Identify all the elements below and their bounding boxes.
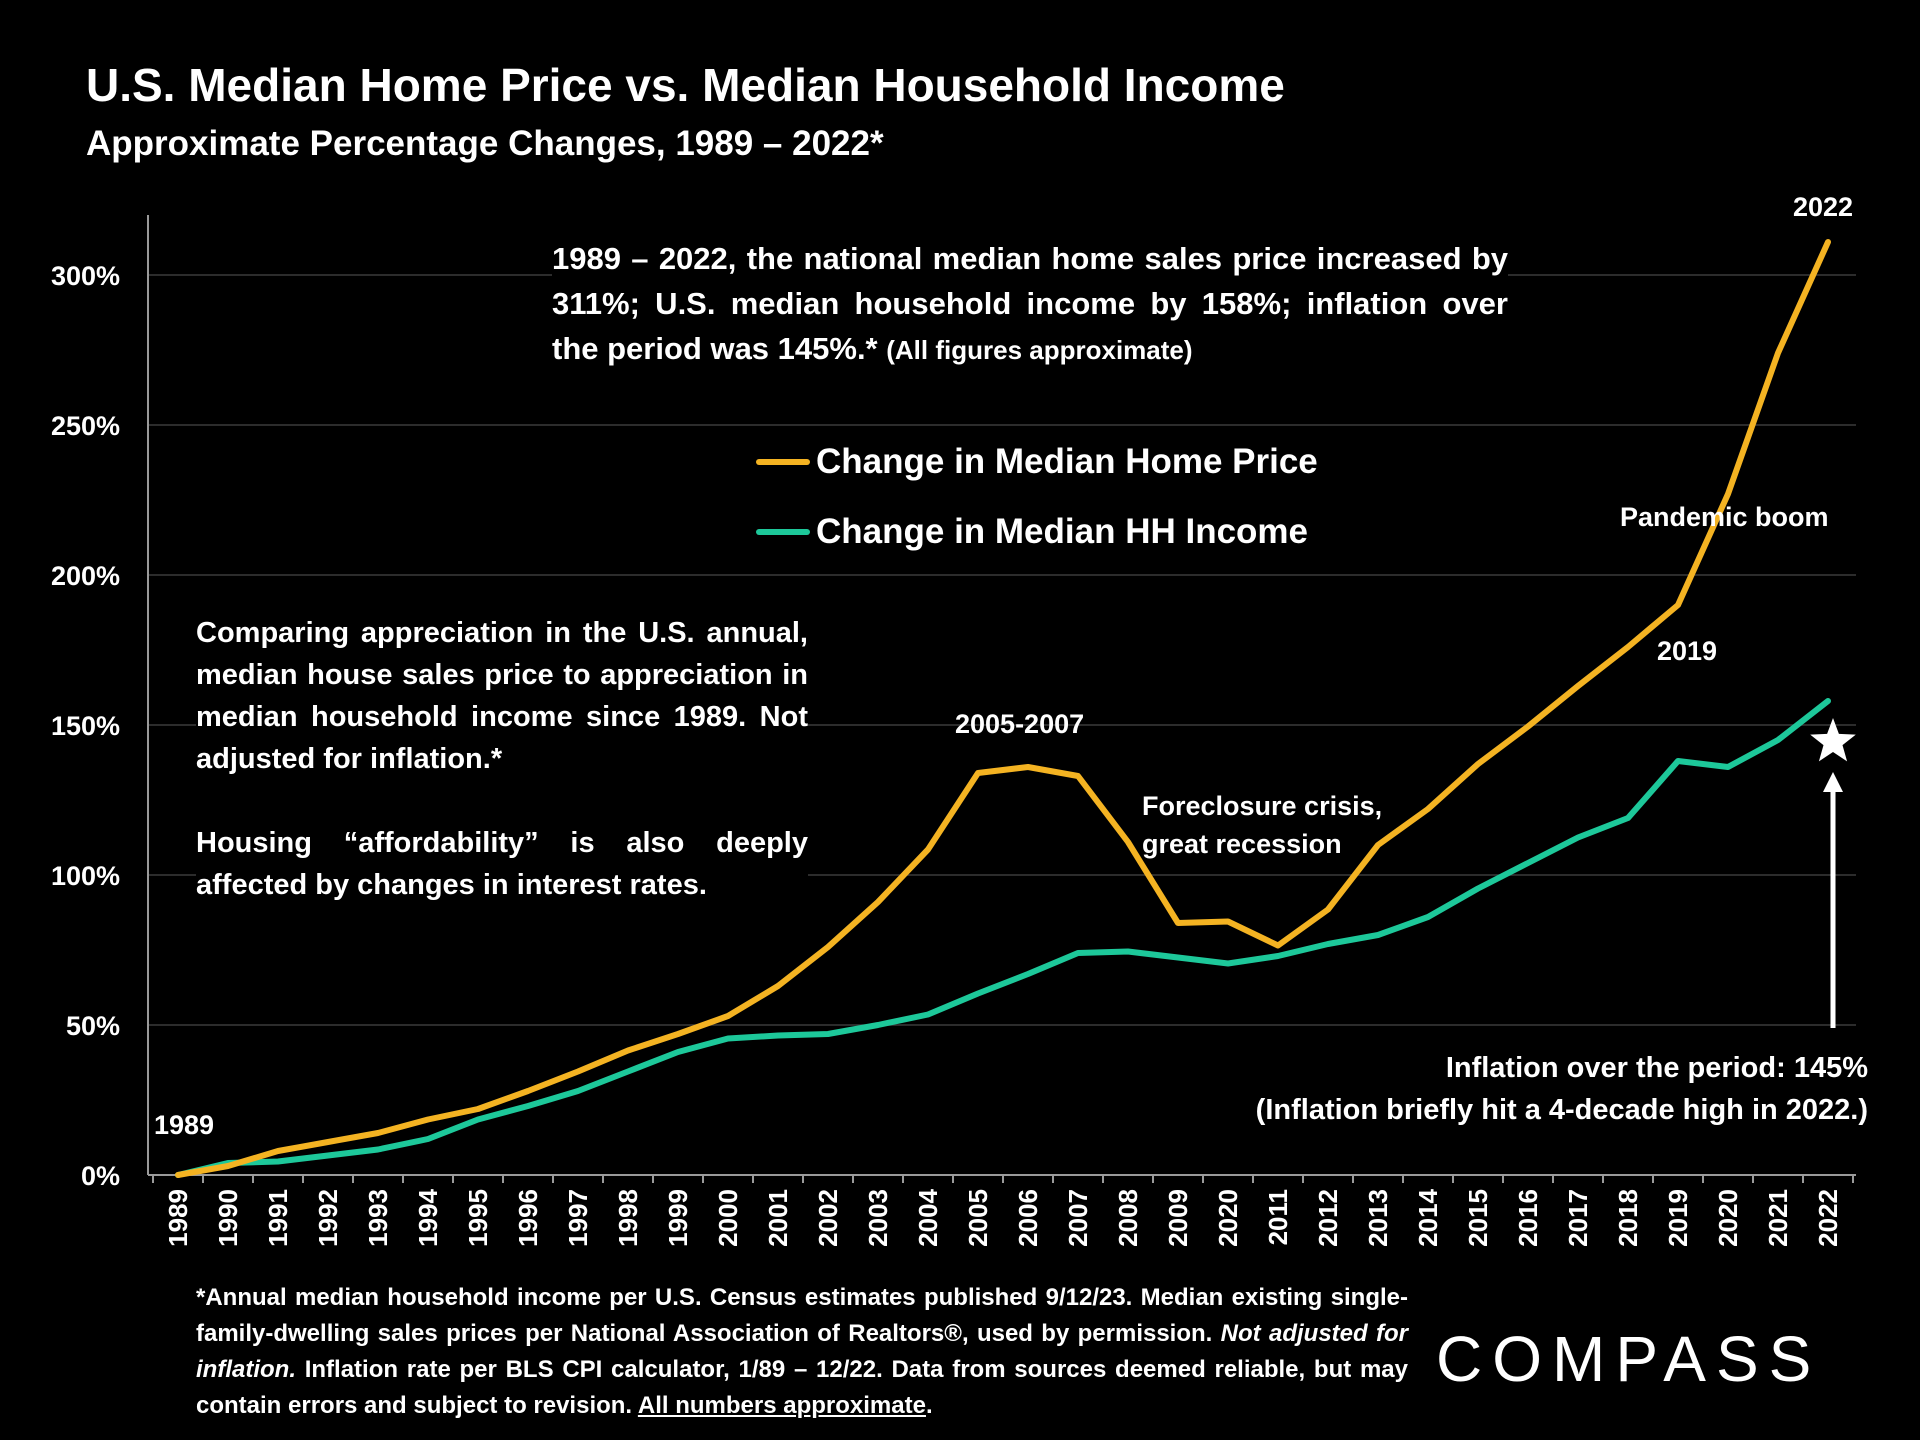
legend-swatch-home-price (756, 459, 810, 465)
x-tick-label: 2009 (1163, 1189, 1193, 1247)
x-tick-label: 2006 (1013, 1189, 1043, 1247)
x-tick-label: 1997 (563, 1189, 593, 1247)
legend-item-income: Change in Median HH Income (756, 512, 1308, 552)
y-tick-label: 100% (51, 861, 120, 891)
x-tick-label: 2016 (1513, 1189, 1543, 1247)
x-tick-label: 1989 (163, 1189, 193, 1247)
x-tick-label: 2001 (763, 1189, 793, 1247)
x-tick-label: 2011 (1263, 1189, 1293, 1245)
inflation-line-2: (Inflation briefly hit a 4-decade high i… (1255, 1094, 1868, 1126)
x-tick-label: 1993 (363, 1189, 393, 1247)
annotation-2019: 2019 (1657, 636, 1718, 666)
y-tick-label: 150% (51, 711, 120, 741)
x-tick-label: 1992 (313, 1189, 343, 1247)
x-tick-label: 1998 (613, 1189, 643, 1247)
annotation-1989: 1989 (154, 1110, 215, 1140)
axes: 0% 50% 100% 150% 200% 250% 300% 1989 1990 1991 199… (51, 215, 1856, 1247)
x-tick-label: 2021 (1763, 1189, 1793, 1247)
x-tick-label: 1991 (263, 1189, 293, 1247)
x-tick-label: 1996 (513, 1189, 543, 1247)
x-tick-label: 2020 (1713, 1189, 1743, 1247)
legend-label-home-price: Change in Median Home Price (816, 442, 1318, 481)
x-tick-label: 2000 (713, 1189, 743, 1247)
x-tick-label: 2007 (1063, 1189, 1093, 1247)
series-line-income (175, 698, 1831, 1178)
legend-item-home-price: Change in Median Home Price (756, 442, 1318, 482)
summary-main: 1989 – 2022, the national median home sa… (552, 241, 1508, 366)
x-tick-label: 2014 (1413, 1188, 1443, 1246)
annotation-crisis: Foreclosure crisis, great recession (1142, 787, 1382, 863)
description-paragraph-2: Housing “affordability” is also deeply a… (196, 827, 808, 901)
x-tick-label: 2002 (813, 1189, 843, 1247)
x-tick-label: 2008 (1113, 1189, 1143, 1247)
inflation-star-marker (1810, 718, 1856, 762)
description-text: Comparing appreciation in the U.S. annua… (196, 612, 808, 906)
footnote-part-1: *Annual median household income per U.S.… (196, 1284, 1408, 1347)
inflation-line-1: Inflation over the period: 145% (1445, 1052, 1868, 1084)
chart-subtitle: Approximate Percentage Changes, 1989 – 2… (86, 124, 884, 163)
x-tick-label: 1994 (413, 1188, 443, 1246)
footnote-part-2: Inflation rate per BLS CPI calculator, 1… (196, 1356, 1408, 1419)
y-tick-label: 250% (51, 411, 120, 441)
annotation-crisis-line-1: Foreclosure crisis, (1142, 791, 1383, 821)
summary-note: (All figures approximate) (886, 335, 1193, 365)
annotation-crisis-line-2: great recession (1142, 829, 1342, 859)
description-paragraph-1: Comparing appreciation in the U.S. annua… (196, 617, 808, 775)
x-tick-label: 2004 (913, 1188, 943, 1246)
x-tick-label: 2012 (1313, 1189, 1343, 1247)
x-tick-label: 2019 (1663, 1189, 1693, 1247)
annotation-2022: 2022 (1793, 192, 1854, 222)
legend-label-income: Change in Median HH Income (816, 512, 1308, 551)
chart-title: U.S. Median Home Price vs. Median Househ… (86, 59, 1285, 111)
x-tick-label: 1995 (463, 1189, 493, 1247)
y-tick-label: 200% (51, 561, 120, 591)
legend-swatch-income (756, 529, 810, 535)
x-tick-label: 1999 (663, 1189, 693, 1247)
y-tick-label: 0% (81, 1161, 120, 1191)
footnote: *Annual median household income per U.S.… (196, 1280, 1408, 1424)
x-tick-label: 1990 (213, 1189, 243, 1247)
x-tick-label: 2017 (1563, 1189, 1593, 1247)
footnote-italic: Not adjusted for inflation. (196, 1320, 1408, 1383)
series-line-home-price (175, 239, 1831, 1178)
annotation-pandemic: Pandemic boom (1620, 502, 1829, 532)
footnote-end: . (925, 1392, 933, 1419)
compass-logo: COMPASS (1436, 1323, 1822, 1395)
y-tick-label: 50% (66, 1011, 120, 1041)
x-tick-label: 2005 (963, 1189, 993, 1247)
footnote-underlined: All numbers approximate (637, 1392, 926, 1419)
inflation-arrow-head (1823, 772, 1843, 792)
x-tick-label: 2018 (1613, 1189, 1643, 1247)
annotation-peak: 2005-2007 (955, 709, 1085, 739)
x-tick-label: 2003 (863, 1189, 893, 1247)
summary-text: 1989 – 2022, the national median home sa… (552, 236, 1508, 373)
y-tick-label: 300% (51, 261, 120, 291)
markers (1810, 718, 1856, 1028)
x-tick-label: 2022 (1813, 1189, 1843, 1247)
x-tick-label: 2015 (1463, 1189, 1493, 1247)
series-lines (175, 239, 1831, 1178)
x-tick-label: 2013 (1363, 1189, 1393, 1247)
x-tick-label: 2020 (1213, 1189, 1243, 1247)
inflation-note: Inflation over the period: 145% (Inflati… (1256, 1047, 1868, 1131)
